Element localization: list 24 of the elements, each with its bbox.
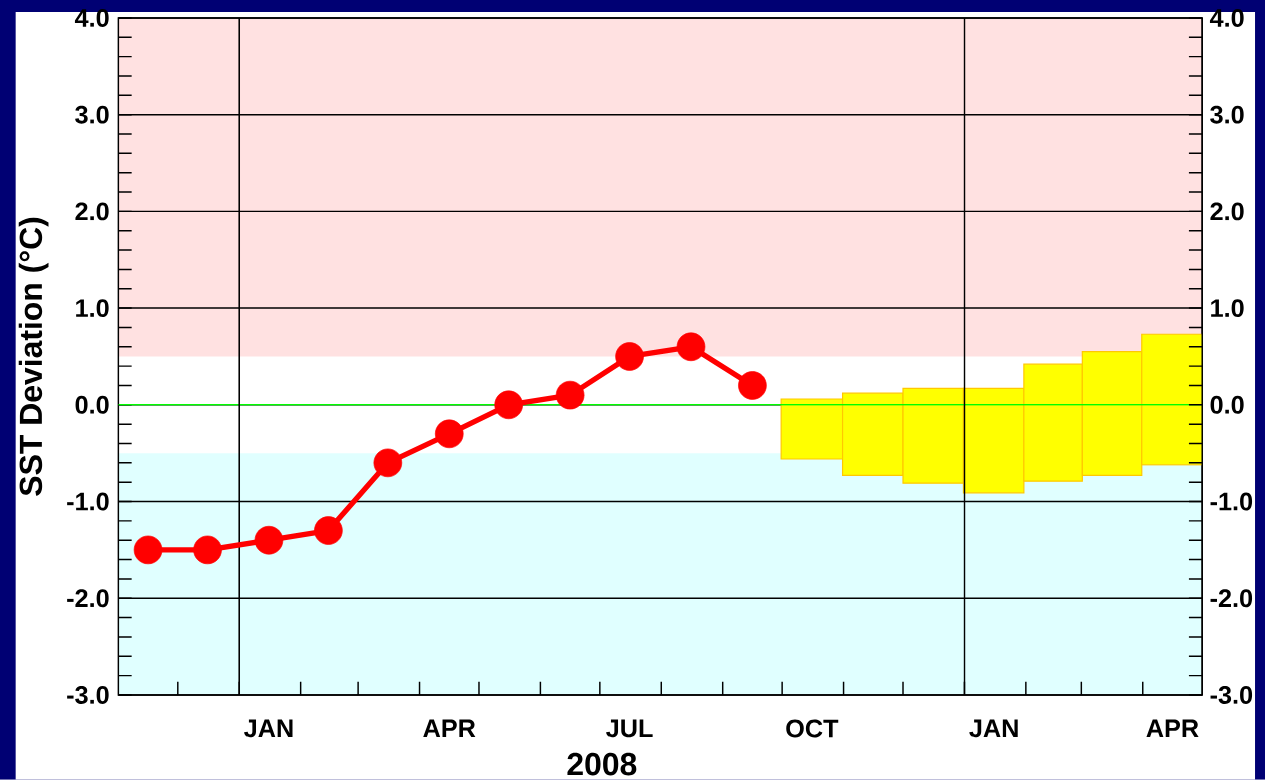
y2-tick-label: 2.0	[1210, 202, 1244, 221]
y-tick-label: 4.0	[74, 9, 109, 28]
x-tick-label: OCT	[786, 719, 839, 738]
x-tick-label: JUL	[606, 719, 653, 738]
x-tick-label: APR	[423, 719, 476, 738]
y-tick-label: 0.0	[75, 396, 109, 414]
y-tick-label: 3.0	[75, 105, 109, 124]
y-axis-title: SST Deviation (°C)	[18, 217, 49, 496]
y-tick-label: -3.0	[67, 686, 109, 705]
x-tick-label: JAN	[244, 719, 293, 738]
x-axis-title: 2008	[567, 752, 637, 776]
y2-tick-label: -2.0	[1210, 589, 1253, 608]
y2-tick-label: 1.0	[1211, 299, 1244, 318]
x-tick-label: JAN	[969, 719, 1018, 738]
y2-tick-label: 0.0	[1210, 396, 1244, 414]
y-tick-label: 1.0	[76, 299, 109, 318]
x-tick-label: APR	[1146, 719, 1199, 738]
y2-tick-label: 3.0	[1210, 105, 1244, 124]
y2-tick-label: -1.0	[1210, 492, 1253, 511]
y-tick-label: 2.0	[75, 202, 109, 221]
y2-tick-label: -3.0	[1210, 686, 1253, 705]
y-tick-label: -2.0	[67, 589, 109, 608]
y-tick-label: -1.0	[67, 492, 109, 511]
y2-tick-label: 4.0	[1209, 9, 1244, 28]
